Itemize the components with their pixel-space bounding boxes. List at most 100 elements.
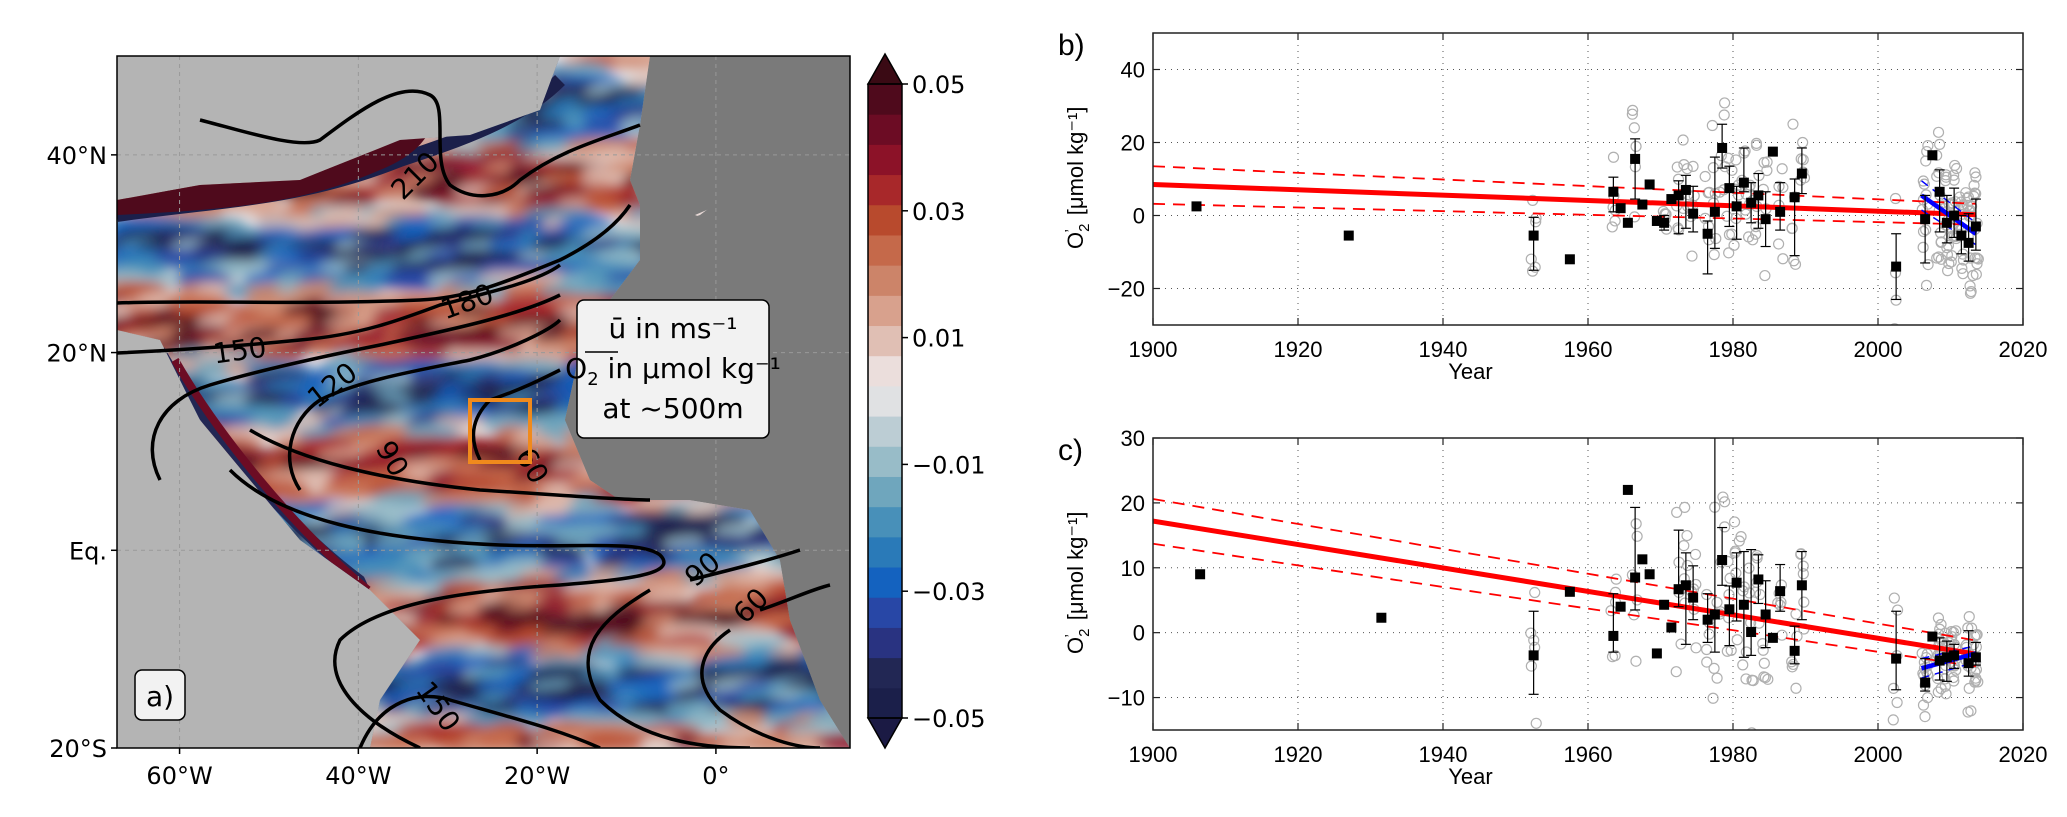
individual-point bbox=[1970, 672, 1982, 684]
annual-mean-marker bbox=[1920, 214, 1931, 225]
individual-point bbox=[1701, 656, 1713, 668]
annual-mean-marker bbox=[1927, 631, 1938, 642]
individual-point bbox=[1940, 688, 1952, 700]
individual-point bbox=[1689, 548, 1702, 561]
y-tick-label: 20 bbox=[1121, 491, 1145, 516]
contour-east-90 bbox=[689, 548, 801, 582]
map-legend-box: ū in ms⁻¹ O2 in μmol kg⁻¹ at ~500m bbox=[565, 299, 781, 439]
contour-60-south bbox=[700, 628, 821, 748]
annual-mean-marker bbox=[1760, 214, 1771, 225]
annual-mean-marker bbox=[1767, 146, 1778, 157]
y-tick-label: 30 bbox=[1121, 426, 1145, 451]
individual-point bbox=[1776, 163, 1788, 175]
individual-point bbox=[1746, 727, 1757, 730]
y-tick-label: 20°S bbox=[49, 735, 107, 763]
individual-point bbox=[1942, 239, 1955, 252]
individual-point bbox=[1795, 153, 1807, 165]
trend-ci-lower bbox=[1153, 202, 1976, 226]
colorbar-segment bbox=[868, 476, 902, 508]
individual-point bbox=[1671, 506, 1683, 518]
individual-point bbox=[1721, 645, 1733, 657]
annual-mean-marker bbox=[1673, 584, 1684, 595]
recent-trend-line bbox=[1920, 193, 1978, 236]
panel-label: b) bbox=[1058, 29, 1085, 62]
individual-point bbox=[1946, 250, 1958, 262]
y-tick-label: −20 bbox=[1108, 277, 1145, 302]
colorbar-tick-label: −0.05 bbox=[912, 705, 986, 733]
individual-point bbox=[1971, 252, 1983, 264]
panel-label-a: a) bbox=[134, 669, 186, 721]
colorbar-segment bbox=[868, 114, 902, 145]
colorbar-tick-label: −0.03 bbox=[912, 578, 986, 606]
individual-point bbox=[1740, 673, 1752, 685]
y-tick-label: 20°N bbox=[47, 340, 108, 368]
colorbar-segment bbox=[868, 416, 902, 447]
annual-mean-marker bbox=[1709, 609, 1720, 620]
velocity-blob bbox=[246, 404, 303, 420]
x-tick-label: 1940 bbox=[1419, 742, 1468, 767]
annual-mean-marker bbox=[1753, 574, 1764, 585]
x-tick-label: 2020 bbox=[1999, 742, 2048, 767]
individual-point bbox=[1758, 657, 1770, 669]
annual-mean-marker bbox=[1789, 645, 1800, 656]
annual-mean-marker bbox=[1622, 484, 1633, 495]
individual-point bbox=[1790, 608, 1802, 620]
annual-mean-marker bbox=[1767, 632, 1778, 643]
individual-point bbox=[1708, 662, 1720, 674]
panel-label: c) bbox=[1058, 434, 1083, 467]
individual-point bbox=[1711, 596, 1723, 608]
contour-180 bbox=[117, 204, 632, 305]
trend-ci-lower bbox=[1153, 542, 1977, 668]
individual-point bbox=[1932, 612, 1945, 624]
x-tick-label: 2000 bbox=[1854, 337, 1903, 362]
individual-point bbox=[1933, 251, 1945, 263]
x-tick-label: 1920 bbox=[1274, 337, 1323, 362]
individual-point bbox=[1798, 596, 1810, 608]
individual-point bbox=[1932, 126, 1945, 138]
individual-point bbox=[1626, 108, 1638, 120]
individual-point bbox=[1917, 225, 1930, 238]
individual-point bbox=[1971, 629, 1983, 641]
annual-mean-marker bbox=[1564, 254, 1575, 265]
annual-mean-marker bbox=[1644, 179, 1655, 190]
colorbar-segment bbox=[868, 234, 902, 266]
annual-mean-marker bbox=[1891, 261, 1902, 272]
colorbar-segment bbox=[868, 597, 902, 628]
individual-point bbox=[1968, 179, 1980, 191]
individual-point bbox=[1735, 531, 1747, 543]
individual-point bbox=[1917, 241, 1929, 253]
annual-mean-marker bbox=[1775, 206, 1786, 217]
individual-point bbox=[1743, 562, 1755, 574]
recent-ci-upper bbox=[1921, 180, 1977, 224]
x-tick-label: 1900 bbox=[1129, 742, 1178, 767]
individual-point bbox=[1721, 210, 1733, 222]
colorbar-tick-label: −0.01 bbox=[912, 451, 986, 479]
individual-point bbox=[1750, 221, 1762, 233]
individual-point bbox=[1607, 151, 1620, 163]
annual-mean-marker bbox=[1608, 630, 1619, 641]
individual-point bbox=[1728, 516, 1741, 528]
colorbar-segment bbox=[868, 295, 902, 327]
individual-point bbox=[1786, 661, 1798, 673]
individual-point bbox=[1719, 521, 1731, 533]
individual-point bbox=[1968, 630, 1981, 642]
individual-point bbox=[1932, 686, 1944, 698]
y-tick-label: 0 bbox=[1133, 204, 1145, 229]
x-tick-label: 40°W bbox=[325, 762, 391, 790]
contour-loop bbox=[228, 468, 666, 748]
individual-point bbox=[1920, 279, 1933, 291]
panel-label-text: a) bbox=[146, 680, 174, 713]
individual-point bbox=[1888, 592, 1900, 604]
individual-point bbox=[1751, 549, 1763, 562]
panel-c-chart: 1900 1920 1940 1960 1980 2000 2020 −10 0 10 20 30 Ye… bbox=[1058, 426, 2047, 789]
individual-point bbox=[1631, 530, 1643, 542]
individual-point bbox=[1791, 630, 1803, 642]
x-tick-label: 1920 bbox=[1274, 742, 1323, 767]
individual-point bbox=[1731, 634, 1743, 646]
individual-point bbox=[1630, 140, 1642, 152]
individual-point bbox=[1671, 161, 1683, 173]
individual-point bbox=[1890, 323, 1899, 325]
annual-mean-marker bbox=[1796, 168, 1807, 179]
colorbar-segment bbox=[868, 325, 902, 357]
individual-point bbox=[1690, 642, 1702, 654]
